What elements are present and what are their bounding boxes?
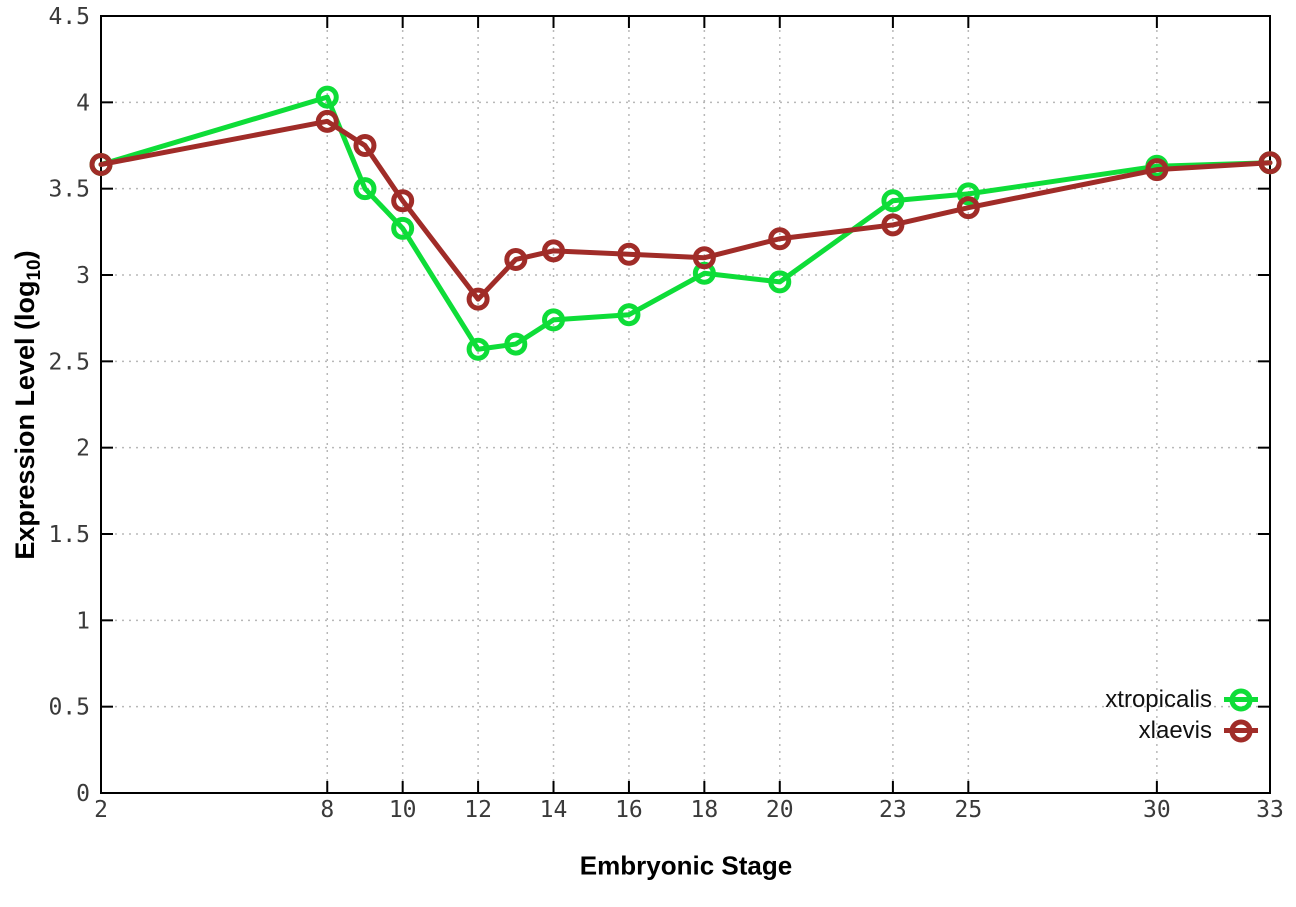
marker-xtropicalis bbox=[391, 216, 415, 240]
marker-xlaevis bbox=[353, 134, 377, 157]
marker-xtropicalis bbox=[466, 337, 490, 361]
marker-xlaevis bbox=[1145, 158, 1169, 182]
legend-label-xlaevis: xlaevis bbox=[1138, 716, 1212, 744]
legend-item-xlaevis: xlaevis bbox=[1105, 715, 1258, 746]
marker-xlaevis bbox=[956, 196, 980, 220]
legend-label-xtropicalis: xtropicalis bbox=[1105, 685, 1212, 713]
legend-marker-xlaevis bbox=[1224, 719, 1258, 742]
x-tick-label: 33 bbox=[1256, 797, 1284, 823]
y-tick-label: 2 bbox=[76, 436, 90, 462]
marker-xtropicalis bbox=[315, 85, 339, 109]
marker-xtropicalis bbox=[768, 270, 792, 294]
marker-xlaevis bbox=[542, 239, 566, 263]
marker-xtropicalis bbox=[881, 189, 905, 213]
x-tick-label: 23 bbox=[879, 797, 907, 823]
y-tick-label: 3 bbox=[76, 263, 90, 289]
marker-xlaevis bbox=[692, 246, 716, 270]
marker-xtropicalis bbox=[504, 332, 528, 356]
x-tick-label: 20 bbox=[766, 797, 794, 823]
marker-xtropicalis bbox=[542, 308, 566, 332]
y-axis-title-subscript: 10 bbox=[24, 259, 45, 281]
marker-xlaevis bbox=[768, 227, 792, 251]
series-line-xlaevis bbox=[98, 118, 1273, 302]
marker-xlaevis bbox=[617, 242, 641, 266]
legend-circle-marker-icon bbox=[1229, 688, 1253, 711]
marker-xlaevis bbox=[391, 189, 415, 213]
marker-xlaevis bbox=[1258, 151, 1282, 175]
y-axis-title: Expression Level (log10) bbox=[10, 250, 46, 559]
x-tick-label: 12 bbox=[464, 797, 492, 823]
x-tick-label: 2 bbox=[94, 797, 108, 823]
plot-border bbox=[100, 15, 1271, 794]
marker-xtropicalis bbox=[617, 303, 641, 327]
y-tick-label: 2.5 bbox=[48, 349, 90, 375]
legend-circle-marker-icon bbox=[1229, 719, 1253, 742]
y-axis-title-suffix: ) bbox=[10, 250, 40, 260]
y-tick-label: 1 bbox=[76, 608, 90, 634]
marker-xlaevis bbox=[504, 247, 528, 271]
x-tick-label: 18 bbox=[691, 797, 719, 823]
marker-xlaevis bbox=[315, 109, 339, 133]
y-tick-label: 0.5 bbox=[48, 695, 90, 721]
marker-xtropicalis bbox=[353, 177, 377, 201]
y-axis-title-text: Expression Level (log bbox=[10, 280, 40, 560]
x-tick-label: 16 bbox=[615, 797, 643, 823]
x-tick-label: 30 bbox=[1143, 797, 1171, 823]
y-tick-label: 0 bbox=[76, 781, 90, 807]
legend-marker-xtropicalis bbox=[1224, 688, 1258, 711]
x-tick-label: 14 bbox=[540, 797, 568, 823]
marker-xlaevis bbox=[89, 152, 113, 176]
series-line-xtropicalis bbox=[98, 94, 1273, 352]
y-tick-label: 4 bbox=[76, 90, 90, 116]
y-tick-label: 4.5 bbox=[48, 4, 90, 30]
x-axis-title: Embryonic Stage bbox=[579, 850, 793, 881]
marker-xtropicalis bbox=[956, 182, 980, 206]
x-tick-label: 10 bbox=[389, 797, 417, 823]
y-tick-label: 3.5 bbox=[48, 177, 90, 203]
legend-item-xtropicalis: xtropicalis bbox=[1105, 684, 1258, 715]
y-tick-label: 1.5 bbox=[48, 522, 90, 548]
legend: xtropicalis xlaevis bbox=[1105, 684, 1258, 746]
marker-xlaevis bbox=[881, 213, 905, 237]
x-tick-label: 8 bbox=[320, 797, 334, 823]
marker-xlaevis bbox=[466, 287, 490, 311]
x-tick-label: 25 bbox=[954, 797, 982, 823]
